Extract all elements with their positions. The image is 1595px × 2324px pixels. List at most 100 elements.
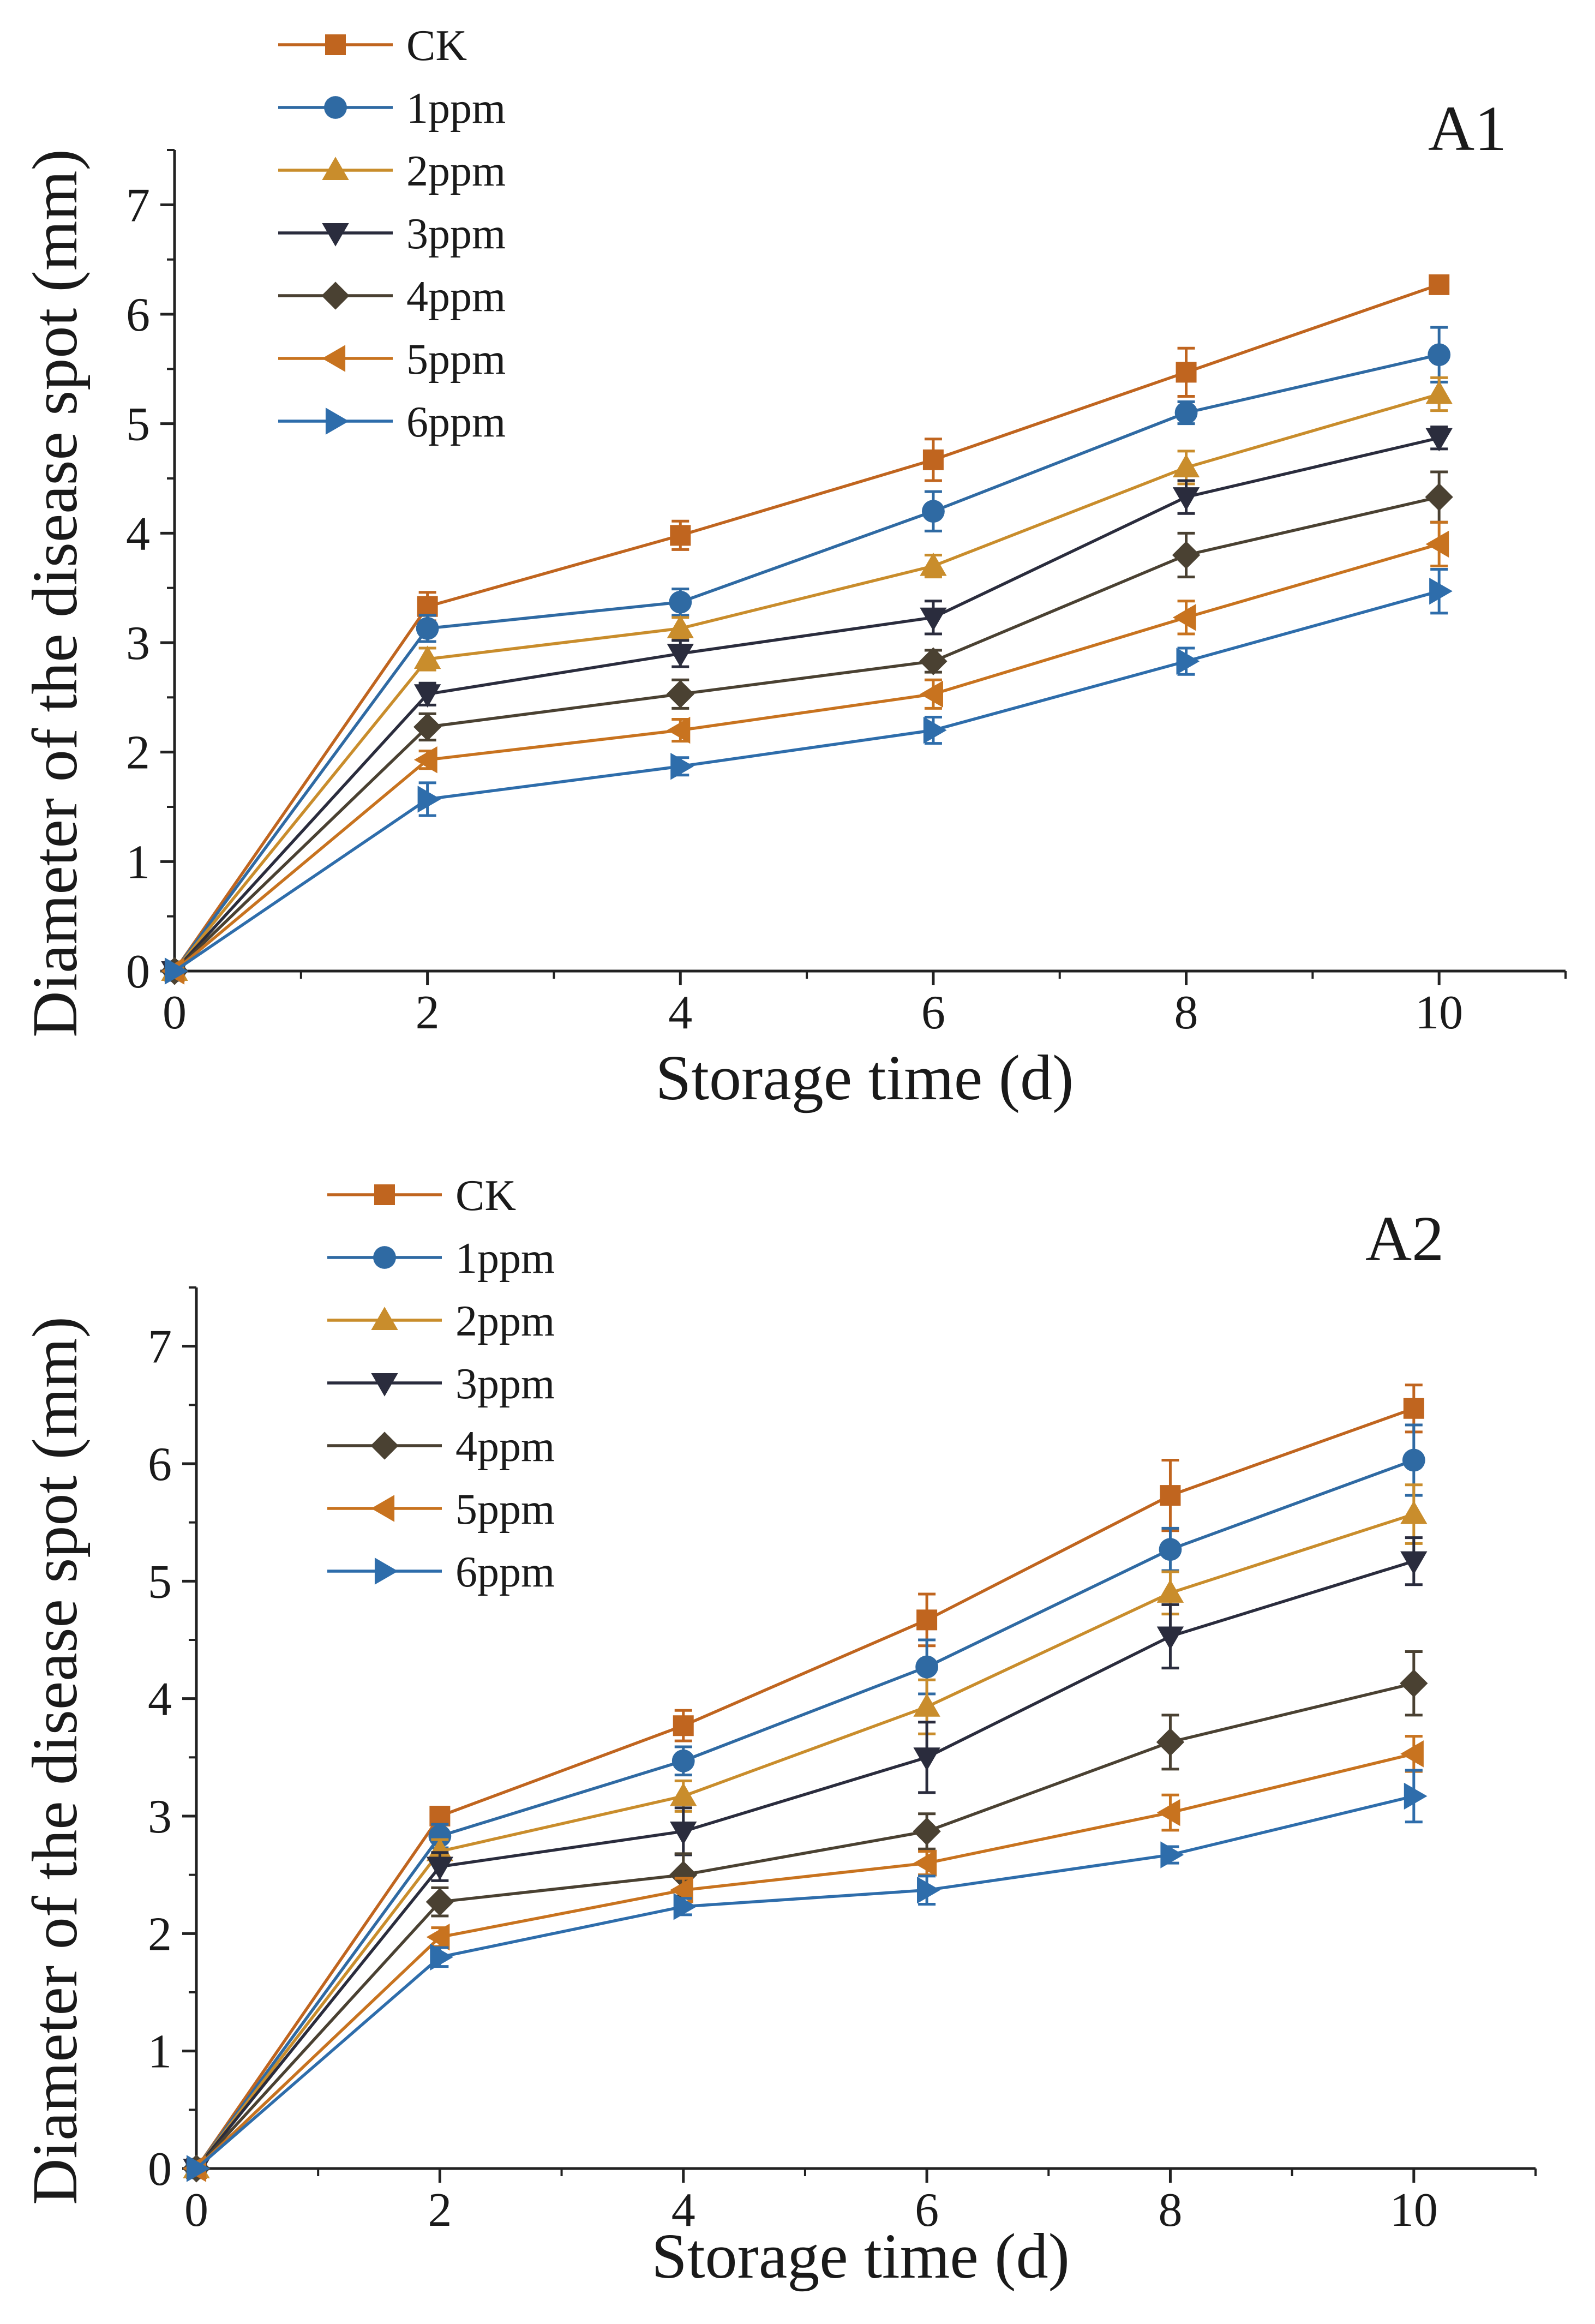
legend-entry-5ppm: 5ppm (278, 336, 506, 384)
y-tick-label: 0 (126, 945, 150, 998)
legend-marker (322, 223, 349, 247)
legend-label: 2ppm (406, 147, 506, 195)
y-tick-label: 5 (126, 398, 150, 451)
series-line-6ppm (195, 1794, 1414, 2170)
data-point-CK (417, 596, 438, 617)
x-tick-label: 2 (428, 2184, 452, 2237)
data-point-4ppm (919, 647, 948, 675)
y-tick-label: 1 (126, 836, 150, 889)
data-point-5ppm (1172, 604, 1196, 631)
data-point-6ppm (186, 2155, 210, 2182)
data-point-4ppm (1156, 1728, 1185, 1756)
x-tick-label: 8 (1158, 2184, 1182, 2237)
data-point-1ppm (428, 1824, 452, 1848)
data-point-CK (670, 525, 691, 546)
data-point-1ppm (416, 617, 439, 640)
data-point-3ppm (1425, 428, 1453, 452)
data-point-6ppm (1176, 648, 1200, 675)
y-tick-label: 2 (148, 1908, 172, 1961)
legend-marker (373, 1246, 396, 1269)
data-point-6ppm (417, 786, 441, 813)
legend-label: 6ppm (455, 1548, 555, 1596)
data-point-2ppm (1172, 454, 1200, 477)
panel-label: A2 (1365, 1203, 1444, 1274)
data-point-4ppm (1172, 541, 1201, 570)
data-point-CK (916, 1609, 938, 1631)
y-tick-label: 1 (148, 2026, 172, 2079)
series-3ppm (161, 426, 1453, 985)
y-tick-label: 4 (126, 507, 150, 560)
y-tick-label: 0 (148, 2143, 172, 2196)
series-5ppm (183, 1735, 1424, 2182)
legend-label: CK (406, 22, 467, 70)
x-tick-label: 0 (184, 2184, 208, 2237)
y-tick-label: 4 (148, 1673, 172, 1726)
data-point-5ppm (413, 746, 437, 774)
x-tick-label: 10 (1390, 2184, 1438, 2237)
legend-marker (324, 96, 347, 119)
legend-label: 3ppm (406, 210, 506, 258)
series-line-5ppm (173, 542, 1440, 973)
legend-marker (321, 281, 350, 310)
data-point-3ppm (920, 607, 947, 631)
legend-entry-CK: CK (327, 1172, 516, 1220)
data-point-3ppm (1156, 1626, 1184, 1650)
series-line-4ppm (195, 1682, 1414, 2170)
legend-marker (374, 1558, 398, 1585)
series-CK (186, 1383, 1424, 2179)
series-line-CK (173, 283, 1440, 972)
x-axis-label: Storage time (d) (656, 1042, 1074, 1113)
y-tick-label: 5 (148, 1555, 172, 1608)
x-tick-label: 4 (668, 986, 692, 1039)
data-point-2ppm (913, 1693, 940, 1717)
series-2ppm (183, 1483, 1428, 2179)
legend-label: 5ppm (406, 336, 506, 384)
data-point-6ppm (1160, 1841, 1184, 1868)
data-point-3ppm (913, 1747, 940, 1771)
data-point-1ppm (1159, 1538, 1182, 1561)
x-tick-label: 8 (1174, 986, 1198, 1039)
data-point-6ppm (1429, 577, 1453, 605)
legend-marker (371, 1373, 398, 1397)
data-point-4ppm (666, 680, 694, 708)
legend-entry-2ppm: 2ppm (278, 147, 506, 195)
data-point-5ppm (670, 1876, 693, 1904)
legend-label: 3ppm (455, 1360, 555, 1408)
legend-label: 5ppm (455, 1486, 555, 1534)
data-point-3ppm (1400, 1551, 1428, 1575)
legend-entry-4ppm: 4ppm (327, 1423, 555, 1471)
legend-label: 6ppm (406, 398, 506, 446)
data-point-6ppm (164, 957, 188, 985)
data-point-6ppm (1404, 1782, 1428, 1810)
legend-entry-4ppm: 4ppm (278, 273, 506, 321)
y-tick-label: 2 (126, 727, 150, 780)
x-axis-label: Storage time (d) (651, 2220, 1070, 2292)
legend-marker (322, 345, 346, 372)
data-point-2ppm (667, 615, 694, 638)
data-point-1ppm (1402, 1448, 1425, 1472)
data-point-2ppm (920, 552, 947, 576)
data-point-1ppm (1428, 343, 1451, 367)
data-point-CK (429, 1806, 451, 1826)
chart-panel-A1: 0 1 2 3 4 5 6 7 0 2 4 6 8 10 Storage time (d) Diameter … (19, 22, 1567, 1113)
legend-marker (374, 1184, 395, 1205)
panel-label: A1 (1428, 93, 1507, 164)
data-point-CK (1403, 1398, 1424, 1419)
legend-label: 4ppm (406, 273, 506, 321)
data-point-1ppm (922, 500, 945, 523)
legend-label: 4ppm (455, 1423, 555, 1471)
data-point-5ppm (1400, 1740, 1424, 1768)
data-point-5ppm (920, 680, 943, 708)
data-point-6ppm (673, 1893, 697, 1920)
y-tick-label: 3 (148, 1790, 172, 1843)
data-point-3ppm (413, 684, 441, 708)
data-point-6ppm (923, 716, 947, 744)
data-point-3ppm (667, 644, 694, 667)
series-6ppm (164, 568, 1453, 985)
data-point-6ppm (430, 1943, 454, 1971)
y-axis-label: Diameter of the disease spot (mm) (19, 149, 91, 1038)
data-point-2ppm (1425, 380, 1453, 404)
data-point-2ppm (1156, 1579, 1184, 1603)
data-point-1ppm (1174, 401, 1198, 424)
